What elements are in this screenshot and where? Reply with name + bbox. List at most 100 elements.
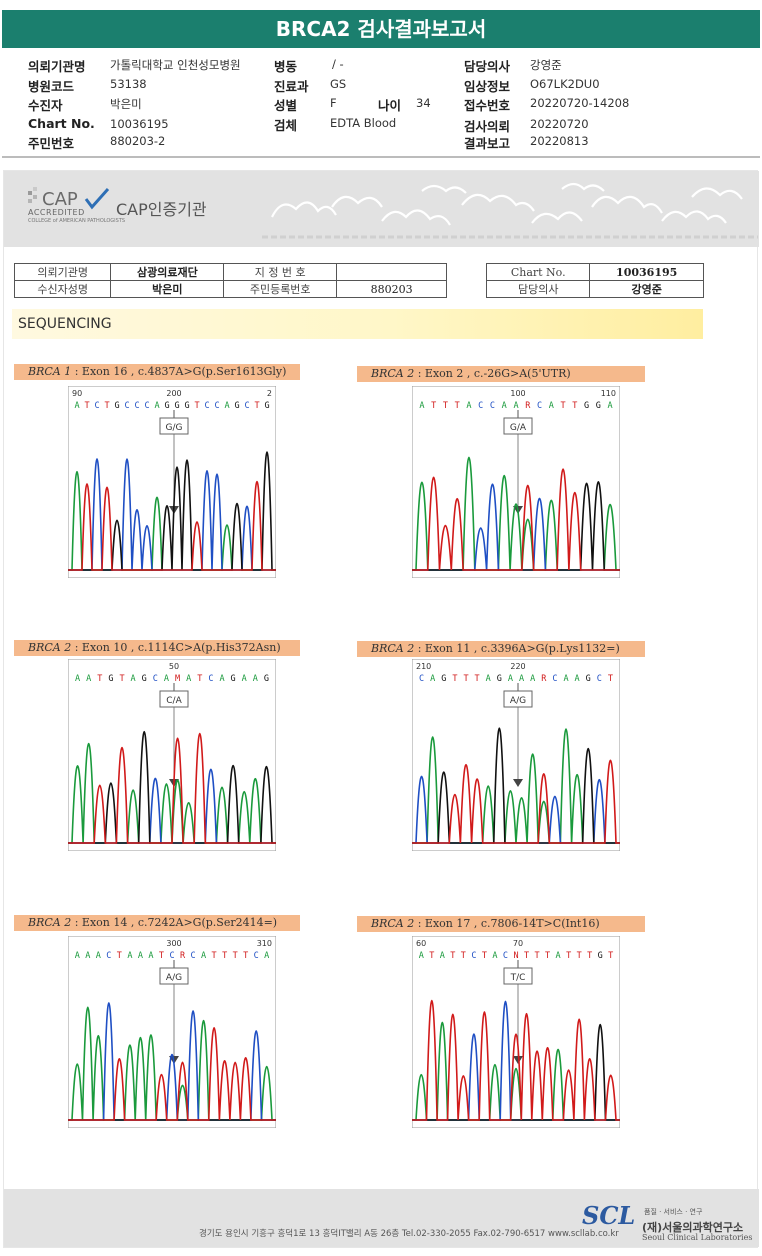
report-title: BRCA2 검사결과보고서 xyxy=(2,10,760,48)
base-call: C xyxy=(208,674,213,684)
base-call: T xyxy=(119,674,124,684)
cap-certified-label: CAP인증기관 xyxy=(116,200,207,219)
base-call: G xyxy=(164,401,169,411)
chromatogram: 50 A A T G T A G C A M A T C A G A A G C/A xyxy=(68,659,276,851)
base-call: G xyxy=(264,401,269,411)
base-call: T xyxy=(159,951,164,961)
base-call: A xyxy=(419,401,424,411)
clinical-label: 임상정보 xyxy=(464,79,511,94)
base-call: C xyxy=(419,674,424,684)
genotype-label: A/G xyxy=(510,696,526,706)
institution-label: 의뢰기관명 xyxy=(28,59,86,74)
resident-value: 880203-2 xyxy=(110,134,166,148)
base-call: G xyxy=(584,401,589,411)
trace-a xyxy=(68,1006,276,1121)
pt-inst-value: 삼광의료재단 xyxy=(110,263,225,281)
base-call: C xyxy=(169,951,174,961)
base-call: T xyxy=(524,951,529,961)
base-call: T xyxy=(117,951,122,961)
pt-desig-header: 지 정 번 호 xyxy=(223,263,338,281)
base-call: C xyxy=(204,401,209,411)
request-label: 검사의뢰 xyxy=(464,119,511,134)
base-call: T xyxy=(197,674,202,684)
base-call: A xyxy=(164,674,169,684)
trace-t xyxy=(412,468,620,571)
cloud-pattern-icon xyxy=(262,182,758,239)
base-call: T xyxy=(222,951,227,961)
genotype-label: G/A xyxy=(510,423,527,433)
report-date-label: 결과보고 xyxy=(464,136,511,151)
base-call: A xyxy=(131,674,136,684)
base-call: A xyxy=(85,951,90,961)
base-call: A xyxy=(419,951,424,961)
chart-value: 10036195 xyxy=(110,117,169,131)
footer-address: 경기도 용인시 기흥구 흥덕1로 13 흥덕IT밸리 A동 26층 Tel.02… xyxy=(199,1229,619,1239)
cap-college: COLLEGE of AMERICAN PATHOLOGISTS xyxy=(28,218,126,224)
base-call: T xyxy=(572,401,577,411)
base-call: G xyxy=(264,674,269,684)
cap-logo-icon xyxy=(28,187,110,210)
base-call: C xyxy=(144,401,149,411)
base-call: C xyxy=(478,401,483,411)
position-label-mid: 100 xyxy=(510,389,525,398)
base-call: T xyxy=(212,951,217,961)
scl-name: (재)서울의과학연구소 xyxy=(642,1221,744,1234)
base-call: R xyxy=(541,674,547,684)
position-label-mid: 200 xyxy=(166,389,181,398)
patient-value: 박은미 xyxy=(110,97,142,111)
base-call: G xyxy=(441,674,446,684)
base-call: T xyxy=(566,951,571,961)
base-call: T xyxy=(587,951,592,961)
base-call: C xyxy=(552,674,557,684)
base-call: C xyxy=(471,951,476,961)
base-call: T xyxy=(482,951,487,961)
genotype-label: C/A xyxy=(166,696,182,706)
trace-t xyxy=(412,999,620,1121)
base-call: A xyxy=(513,401,518,411)
ward-label: 병동 xyxy=(274,59,298,74)
chromatogram: 300 310 A A A C T A A A T C R C A T T T T C A A/G xyxy=(68,936,276,1128)
patient-label: 수진자 xyxy=(28,98,63,113)
base-call: T xyxy=(194,401,199,411)
base-call: G xyxy=(174,401,179,411)
age-value: 34 xyxy=(416,96,431,110)
base-call: A xyxy=(556,951,561,961)
position-label-left: 210 xyxy=(416,662,431,671)
base-call: A xyxy=(508,674,513,684)
base-call: G xyxy=(184,401,189,411)
dept-value: GS xyxy=(330,77,347,91)
age-label: 나이 xyxy=(378,98,402,113)
variant-label: BRCA 2 : Exon 10 , c.1114C>A(p.His372Asn… xyxy=(14,640,300,656)
scl-name-en: Seoul Clinical Laboratories xyxy=(642,1233,753,1242)
base-call: T xyxy=(243,951,248,961)
trace-c xyxy=(412,483,620,571)
position-label-mid: 300 xyxy=(166,939,181,948)
base-call: A xyxy=(138,951,143,961)
chromatogram: 90 200 2 A T C T G C C C A G G G T C C A G C T G G/G xyxy=(68,386,276,578)
trace-a xyxy=(68,471,276,571)
divider xyxy=(2,156,760,158)
request-value: 20220720 xyxy=(530,117,589,131)
base-call: M xyxy=(175,674,180,684)
trace-g xyxy=(412,1024,620,1121)
cap-banner: CAP ACCREDITED COLLEGE of AMERICAN PATHO… xyxy=(4,171,759,247)
variant-label: BRCA 2 : Exon 17 , c.7806-14T>C(Int16) xyxy=(357,916,645,932)
cap-accredited: ACCREDITED xyxy=(28,208,85,217)
base-call: G xyxy=(231,674,236,684)
variant-label: BRCA 2 : Exon 14 , c.7242A>G(p.Ser2414=) xyxy=(14,915,300,931)
base-call: C xyxy=(106,951,111,961)
sequencing-header: SEQUENCING xyxy=(12,309,703,339)
position-label-mid: 70 xyxy=(513,939,523,948)
base-call: G xyxy=(114,401,119,411)
base-call: G xyxy=(142,674,147,684)
position-label-left: 60 xyxy=(416,939,426,948)
base-call: T xyxy=(431,401,436,411)
base-call: G xyxy=(586,674,591,684)
base-call: A xyxy=(96,951,101,961)
base-call: C xyxy=(490,401,495,411)
hospital-code-label: 병원코드 xyxy=(28,79,75,94)
scl-logo: SCL xyxy=(582,1201,636,1230)
clinical-value: O67LK2DU0 xyxy=(530,77,600,91)
base-call: G xyxy=(497,674,502,684)
report-date-value: 20220813 xyxy=(530,134,589,148)
